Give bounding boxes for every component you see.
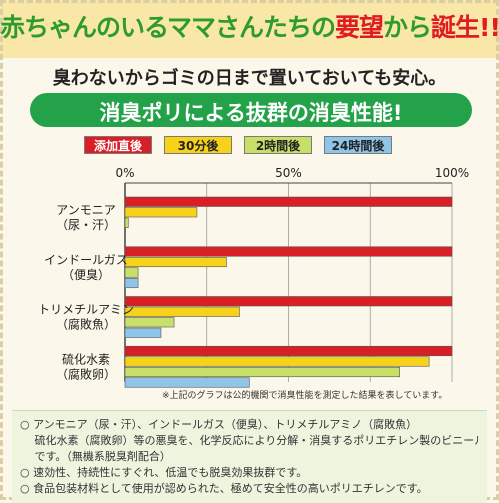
bar [124, 327, 162, 338]
category-sublabel: （腐敗魚） [56, 317, 116, 332]
bar [124, 217, 129, 228]
bar [124, 356, 430, 367]
category-sublabel: （腐敗卵） [56, 366, 116, 381]
headline-mid: から [383, 13, 432, 42]
headline-pre: 赤ちゃんのいるママさんたちの [0, 13, 336, 42]
banner-text: 消臭ポリによる抜群の消臭性能! [99, 101, 403, 125]
bar [124, 267, 139, 278]
banner: 消臭ポリによる抜群の消臭性能! [30, 93, 472, 127]
bar [124, 366, 400, 378]
note-line-3: です。（無機系脱臭剤配合） [20, 450, 171, 463]
category-sublabel: （尿・汗） [56, 218, 116, 232]
category-label: インドールガス [44, 253, 128, 267]
bar-chart: 0% 50% 100%アンモニア（尿・汗）インドールガス（便臭）トリメチルアミン（腐… [38, 166, 469, 388]
legend-item-1: 添加直後 [84, 136, 152, 154]
note-line-4: ○ 速効性、持続性にすぐれ、低温でも脱臭効果抜群です。 [20, 466, 308, 479]
note-line-1: ○ アンモニア（尿・汗）、インドールガス（便臭）、トリメチルアミノ（腐敗魚） [20, 418, 418, 431]
notes-box: ○ アンモニア（尿・汗）、インドールガス（便臭）、トリメチルアミノ（腐敗魚） 硫… [12, 410, 487, 503]
headline-em2: 誕生!! [431, 13, 499, 42]
bar [124, 196, 453, 207]
bar [124, 345, 453, 357]
bar [124, 306, 240, 317]
note-line-5: ○ 食品包装材料として使用が認められた、極めて安全性の高いポリエチレンです。 [20, 482, 428, 495]
chart-caption: ※上記のグラフは公的機関で消臭性能を測定した結果を表しています。 [162, 391, 448, 401]
legend-item-3: 2時間後 [244, 136, 312, 154]
x-tick-label: 50% [275, 166, 302, 180]
category-sublabel: （便臭） [62, 267, 110, 282]
category-label: アンモニア [56, 203, 116, 217]
bar [124, 317, 175, 328]
x-tick-label: 100% [435, 166, 469, 180]
bar [124, 377, 250, 388]
legend-item-2: 30分後 [164, 136, 232, 154]
legend-item-4: 24時間後 [324, 136, 392, 154]
category-label: 硫化水素 [62, 351, 110, 366]
category-label: トリメチルアミン [38, 303, 134, 317]
top-band [0, 0, 499, 58]
bar [124, 256, 227, 268]
bar [124, 246, 453, 257]
bar [124, 277, 139, 289]
subhead: 臭わないからゴミの日まで置いておいても安心。 [52, 68, 447, 89]
bar [124, 207, 198, 218]
bar [124, 296, 453, 307]
x-tick-label: 0% [115, 166, 134, 180]
headline-em1: 要望 [335, 13, 384, 42]
note-line-2: 硫化水素（腐敗卵）等の悪臭を、化学反応により分解・消臭するポリエチレン製のビニー… [20, 434, 479, 447]
headline: 赤ちゃんのいるママさんたちの要望から誕生!! [0, 8, 499, 44]
